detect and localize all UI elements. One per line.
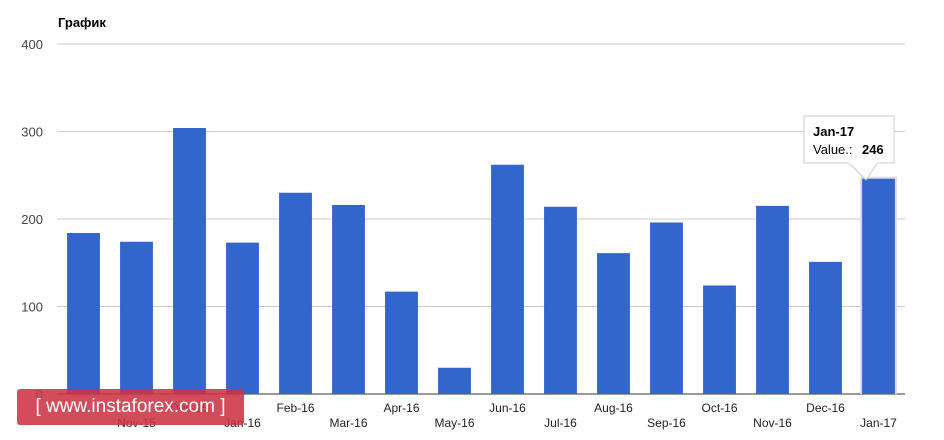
- tooltip: Jan-17 Value.: 246: [803, 115, 895, 181]
- bar[interactable]: [173, 128, 206, 394]
- tooltip-box: [803, 115, 895, 164]
- x-tick-label: Sep-16: [647, 416, 686, 430]
- bar[interactable]: [491, 164, 524, 394]
- chart-title: График: [58, 15, 106, 30]
- x-tick-label: Jul-16: [544, 416, 577, 430]
- x-tick-label: Oct-16: [701, 401, 737, 415]
- x-tick-label: Apr-16: [383, 401, 419, 415]
- bar[interactable]: [67, 233, 100, 394]
- bar[interactable]: [756, 205, 789, 394]
- y-tick-label: 100: [21, 300, 43, 315]
- x-tick-label: Jan-17: [860, 416, 897, 430]
- y-tick-label: 300: [21, 125, 43, 140]
- bar[interactable]: [120, 241, 153, 394]
- x-tick-label: Mar-16: [329, 416, 367, 430]
- tooltip-value-line: Value.: 246: [813, 141, 884, 158]
- bar[interactable]: [226, 242, 259, 394]
- x-tick-label: Nov-16: [753, 416, 792, 430]
- x-tick-label: Feb-16: [276, 401, 314, 415]
- x-tick-label: Jun-16: [489, 401, 526, 415]
- bar[interactable]: [862, 178, 895, 394]
- watermark-bracket-open: [: [35, 396, 41, 417]
- tooltip-title: Jan-17: [813, 124, 854, 139]
- tooltip-label: Value.:: [813, 142, 853, 157]
- x-tick-label: Dec-16: [806, 401, 845, 415]
- y-tick-label: 200: [21, 212, 43, 227]
- bars: [67, 128, 897, 394]
- bar[interactable]: [332, 205, 365, 394]
- bar[interactable]: [650, 222, 683, 395]
- bar[interactable]: [544, 206, 577, 394]
- x-tick-label: Aug-16: [594, 401, 633, 415]
- bar[interactable]: [385, 291, 418, 394]
- bar[interactable]: [279, 192, 312, 394]
- watermark-bracket-close: ]: [220, 396, 226, 417]
- watermark-text: www.instaforex.com: [46, 396, 215, 417]
- bar[interactable]: [809, 261, 842, 394]
- bar[interactable]: [703, 285, 736, 395]
- y-tick-label: 400: [21, 37, 43, 52]
- tooltip-value: 246: [862, 142, 884, 157]
- x-tick-label: May-16: [434, 416, 474, 430]
- bar[interactable]: [597, 253, 630, 394]
- y-axis: 0100200300400: [21, 37, 43, 402]
- bar[interactable]: [438, 367, 471, 394]
- instaforex-watermark: [ www.instaforex.com ]: [17, 389, 244, 425]
